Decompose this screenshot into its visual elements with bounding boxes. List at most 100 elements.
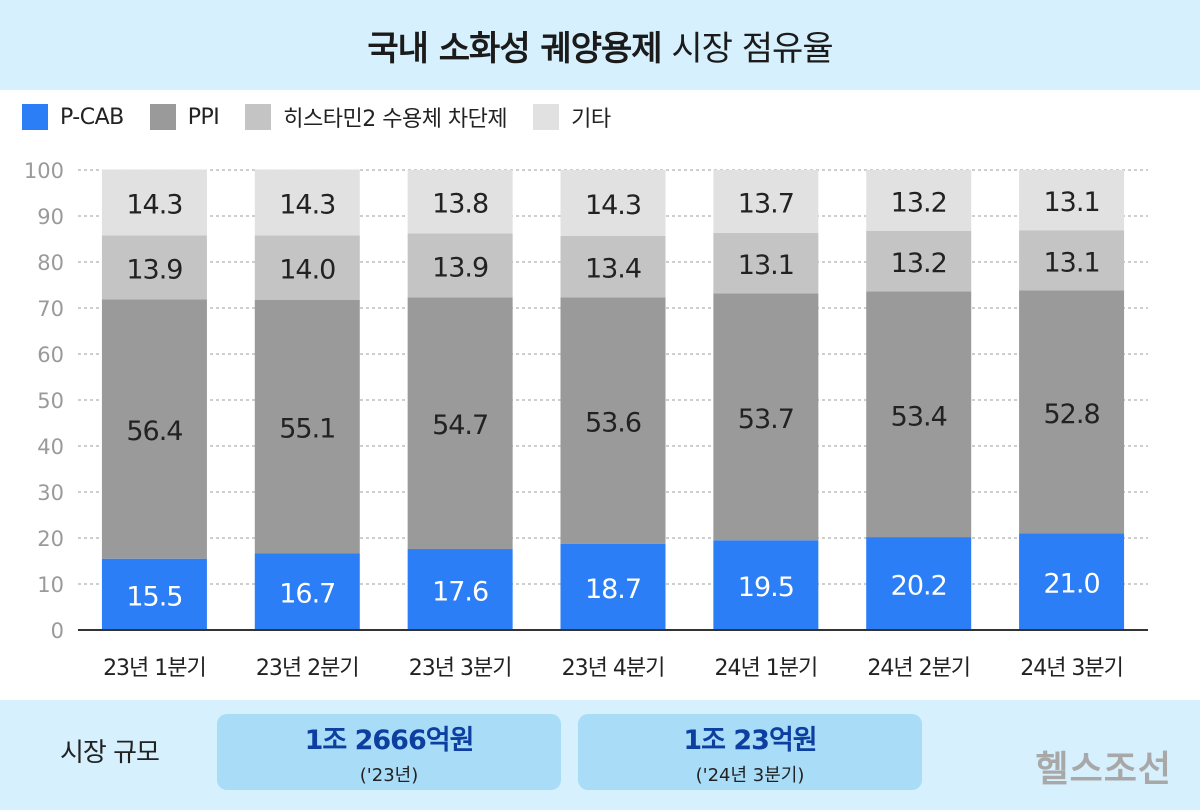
data-label-1-3: 53.6: [585, 408, 641, 439]
title-bar: 국내 소화성 궤양용제 시장 점유율: [0, 0, 1200, 90]
legend-item-pcab: P-CAB: [22, 104, 124, 130]
bar-segment-2-2: [407, 233, 513, 298]
y-tick-label-80: 80: [37, 251, 64, 275]
y-tick-label-0: 0: [51, 619, 64, 643]
legend-item-ppi: PPI: [149, 104, 220, 130]
bar-segment-2-5: [866, 230, 972, 292]
bar-segment-1-1: [254, 299, 360, 554]
y-tick-label-10: 10: [37, 573, 64, 597]
legend-item-h2ra: 히스타민2 수용체 차단제: [245, 101, 508, 133]
stacked-bar-chart: 0 10 20 30 40 50 60 70 80 90 100 15.5 56.4 13.9 14.3 23…: [0, 150, 1200, 690]
x-tick-label-0: 23년 1분기: [103, 656, 206, 681]
y-tick-label-50: 50: [37, 389, 64, 413]
data-label-0-0: 15.5: [126, 581, 182, 612]
y-tick-label-60: 60: [37, 343, 64, 367]
market-size-box-2024q3: 1조 23억원 ('24년 3분기): [578, 714, 922, 790]
data-label-2-6: 13.1: [1044, 247, 1100, 278]
legend-label-pcab: P-CAB: [60, 104, 124, 130]
data-label-0-4: 19.5: [738, 572, 794, 603]
data-label-1-0: 56.4: [126, 416, 182, 447]
data-label-2-0: 13.9: [126, 254, 182, 285]
data-label-1-1: 55.1: [279, 413, 335, 444]
bar-segment-0-6: [1019, 533, 1125, 630]
data-label-3-3: 14.3: [585, 190, 641, 221]
x-tick-label-2: 23년 3분기: [409, 656, 512, 681]
data-label-2-2: 13.9: [432, 252, 488, 283]
data-label-2-1: 14.0: [279, 255, 335, 286]
data-label-3-6: 13.1: [1044, 187, 1100, 218]
legend-swatch-h2ra: [245, 104, 272, 130]
bar-segment-0-5: [866, 537, 972, 630]
market-size-period-2024q3: ('24년 3분기): [695, 764, 805, 786]
bar-segment-1-4: [713, 293, 819, 541]
legend-swatch-other: [533, 104, 560, 130]
bar-segment-1-3: [560, 297, 666, 544]
bar-segment-2-6: [1019, 230, 1125, 291]
y-tick-label-100: 100: [24, 159, 64, 183]
bar-segment-1-6: [1019, 290, 1125, 534]
data-label-2-4: 13.1: [738, 250, 794, 281]
bar-segment-3-0: [101, 169, 207, 236]
data-label-3-2: 13.8: [432, 189, 488, 220]
chart-title-rest: 시장 점유율: [671, 28, 833, 69]
data-label-1-5: 53.4: [891, 401, 947, 432]
data-label-3-4: 13.7: [738, 189, 794, 220]
market-size-amount-2023: 1조 2666억원: [304, 724, 475, 756]
data-label-1-2: 54.7: [432, 410, 488, 441]
legend: P-CAB PPI 히스타민2 수용체 차단제 기타: [22, 100, 637, 134]
x-tick-label-6: 24년 3분기: [1020, 656, 1123, 681]
legend-swatch-ppi: [149, 104, 176, 130]
bar-segment-3-3: [560, 170, 666, 236]
market-size-period-2023: ('23년): [359, 764, 419, 786]
y-tick-label-90: 90: [37, 205, 64, 229]
data-label-0-3: 18.7: [585, 574, 641, 605]
y-tick-label-40: 40: [37, 435, 64, 459]
market-size-label: 시장 규모: [60, 738, 160, 768]
legend-label-other: 기타: [571, 107, 611, 132]
legend-label-ppi: PPI: [187, 104, 220, 130]
x-tick-label-5: 24년 2분기: [867, 656, 970, 681]
data-label-0-6: 21.0: [1044, 569, 1100, 600]
bar-segment-2-3: [560, 235, 666, 298]
bar-segment-0-2: [407, 549, 513, 630]
bar-segment-2-1: [254, 235, 360, 300]
market-size-box-2023: 1조 2666억원 ('23년): [217, 714, 561, 790]
bar-segment-2-0: [101, 235, 207, 300]
bar-segment-3-1: [254, 169, 360, 236]
bar-segment-3-6: [1019, 170, 1125, 231]
footer: 시장 규모 1조 2666억원 ('23년) 1조 23억원 ('24년 3분기…: [0, 700, 1200, 810]
y-tick-label-30: 30: [37, 481, 64, 505]
bar-segment-0-3: [560, 543, 666, 630]
data-label-3-5: 13.2: [891, 187, 947, 218]
x-tick-label-1: 23년 2분기: [256, 656, 359, 681]
x-tick-label-3: 23년 4분기: [562, 656, 665, 681]
data-label-1-4: 53.7: [738, 404, 794, 435]
data-label-0-1: 16.7: [279, 579, 335, 610]
bar-segment-0-0: [101, 558, 207, 630]
y-tick-label-20: 20: [37, 527, 64, 551]
bar-segment-1-2: [407, 297, 513, 550]
legend-item-other: 기타: [533, 101, 611, 133]
legend-label-h2ra: 히스타민2 수용체 차단제: [283, 107, 508, 132]
bar-segment-2-4: [713, 233, 819, 294]
bar-segment-0-1: [254, 553, 360, 630]
data-label-2-5: 13.2: [891, 248, 947, 279]
bar-segment-3-5: [866, 170, 972, 231]
data-label-3-1: 14.3: [279, 189, 335, 220]
chart-title: 국내 소화성 궤양용제 시장 점유율: [367, 21, 833, 70]
bar-segment-3-2: [407, 170, 513, 234]
x-tick-label-4: 24년 1분기: [714, 656, 817, 681]
bar-segment-1-0: [101, 299, 207, 559]
brand-logo: 헬스조선: [1035, 749, 1172, 790]
data-label-0-5: 20.2: [891, 571, 947, 602]
data-label-3-0: 14.3: [126, 189, 182, 220]
chart-title-bold: 국내 소화성 궤양용제: [367, 28, 662, 69]
data-label-1-6: 52.8: [1044, 399, 1100, 430]
y-tick-label-70: 70: [37, 297, 64, 321]
bar-segment-0-4: [713, 540, 819, 630]
bar-segment-1-5: [866, 291, 972, 538]
legend-swatch-pcab: [22, 104, 48, 130]
bar-segment-3-4: [713, 170, 819, 234]
data-label-2-3: 13.4: [585, 254, 641, 285]
market-size-amount-2024q3: 1조 23억원: [683, 724, 817, 756]
